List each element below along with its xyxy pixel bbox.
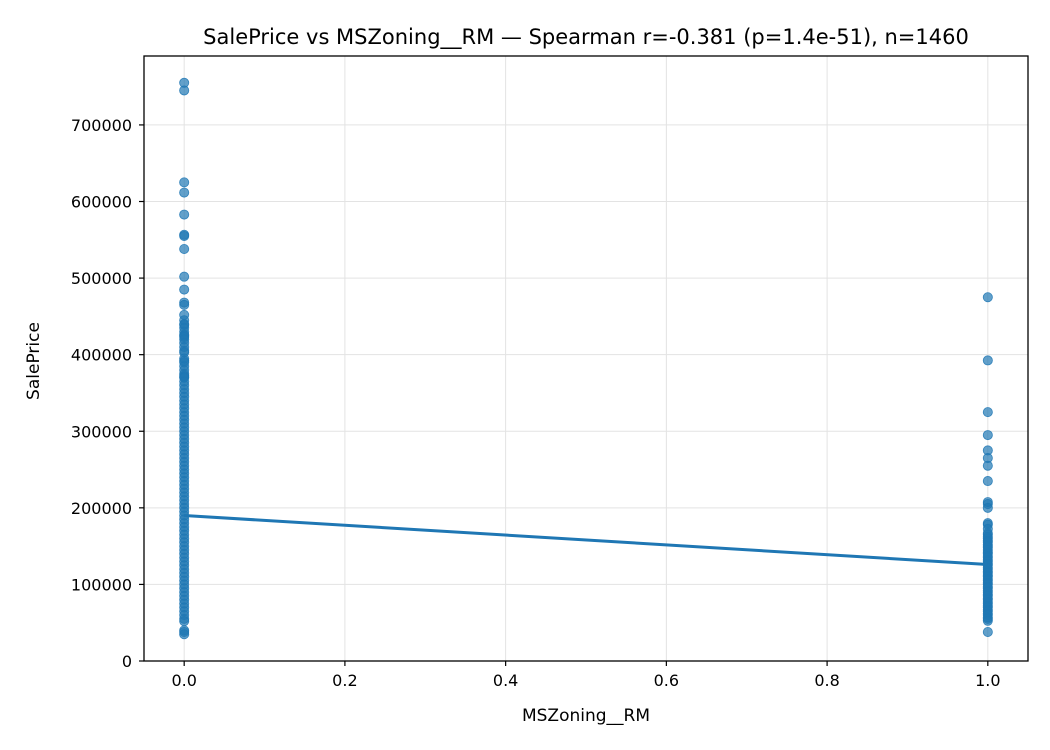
data-point xyxy=(179,299,190,310)
x-tick-label: 0.6 xyxy=(654,671,679,690)
data-point xyxy=(179,243,190,254)
data-point xyxy=(982,460,993,471)
data-point xyxy=(179,187,190,198)
x-axis-ticks: 0.0 0.2 0.4 0.6 0.8 1.0 xyxy=(171,661,1001,690)
data-point xyxy=(179,85,190,96)
data-point xyxy=(982,502,993,513)
y-tick-label: 100000 xyxy=(71,575,132,594)
x-axis-label: MSZoning__RM xyxy=(522,706,650,726)
data-point xyxy=(179,616,190,627)
data-point xyxy=(982,626,993,637)
data-point xyxy=(179,230,190,241)
scatter-points xyxy=(179,77,993,640)
data-point xyxy=(179,177,190,188)
regression-line xyxy=(184,513,988,567)
y-axis-label: SalePrice xyxy=(24,322,44,400)
data-point xyxy=(179,271,190,282)
y-tick-label: 300000 xyxy=(71,422,132,441)
y-tick-label: 0 xyxy=(122,652,132,671)
plot-frame xyxy=(143,55,1029,662)
y-tick-label: 400000 xyxy=(71,346,132,365)
data-point xyxy=(179,284,190,295)
data-point xyxy=(179,209,190,220)
y-tick-label: 600000 xyxy=(71,193,132,212)
data-point xyxy=(982,430,993,441)
data-point xyxy=(179,629,190,640)
y-tick-label: 200000 xyxy=(71,499,132,518)
data-point xyxy=(982,476,993,487)
data-point xyxy=(982,292,993,303)
x-tick-label: 0.2 xyxy=(332,671,357,690)
y-tick-label: 700000 xyxy=(71,116,132,135)
y-axis-ticks: 0 100000 200000 300000 400000 500000 600000 700… xyxy=(71,116,144,671)
x-tick-label: 0.8 xyxy=(814,671,839,690)
chart-title: SalePrice vs MSZoning__RM — Spearman r=-… xyxy=(203,25,969,50)
x-tick-label: 0.0 xyxy=(171,671,196,690)
data-point xyxy=(982,407,993,418)
trend-line xyxy=(184,513,988,567)
y-tick-label: 500000 xyxy=(71,269,132,288)
data-point xyxy=(982,615,993,626)
x-tick-label: 1.0 xyxy=(975,671,1000,690)
data-point xyxy=(982,355,993,366)
x-tick-label: 0.4 xyxy=(493,671,518,690)
